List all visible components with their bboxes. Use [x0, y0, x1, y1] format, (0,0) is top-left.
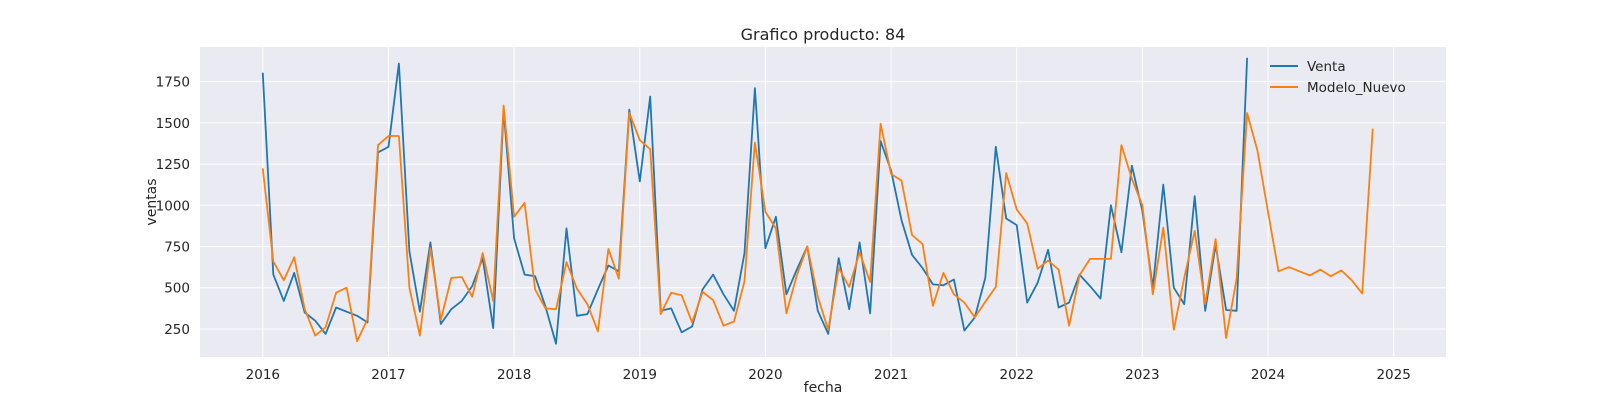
- x-tick-label: 2021: [874, 367, 908, 383]
- plot-background: [200, 47, 1446, 357]
- y-axis-label: ventas: [144, 178, 160, 225]
- x-tick-label: 2023: [1125, 367, 1159, 383]
- y-tick-label: 1500: [156, 116, 190, 132]
- x-tick-label: 2018: [497, 367, 531, 383]
- x-tick-label: 2019: [623, 367, 657, 383]
- legend: Venta Modelo_Nuevo: [1270, 59, 1406, 96]
- x-tick-label: 2016: [246, 367, 280, 383]
- series-layer: [261, 57, 1374, 345]
- y-tick-label: 1750: [156, 75, 190, 91]
- x-tick-label: 2020: [748, 367, 782, 383]
- y-tick-label: 250: [164, 322, 190, 338]
- x-gridlines: [262, 47, 1395, 357]
- x-tick-labels: 2016 2017 2018 2019 2020 2021 2022 2023 2024 2025: [246, 367, 1411, 383]
- y-tick-label: 1250: [156, 157, 190, 173]
- series-line-venta: [261, 57, 1248, 345]
- chart-title: Grafico producto: 84: [741, 25, 906, 44]
- x-tick-label: 2024: [1251, 367, 1285, 383]
- x-tick-label: 2022: [1000, 367, 1034, 383]
- x-tick-label: 2017: [371, 367, 405, 383]
- legend-label: Venta: [1307, 59, 1346, 75]
- series-line-modelo-nuevo: [261, 104, 1374, 343]
- y-tick-label: 500: [164, 281, 190, 297]
- legend-label: Modelo_Nuevo: [1307, 80, 1406, 96]
- x-tick-label: 2025: [1376, 367, 1410, 383]
- y-tick-label: 750: [164, 240, 190, 256]
- y-tick-labels: 250 500 750 1000 1250 1500 1750: [156, 75, 190, 338]
- x-axis-label: fecha: [804, 380, 843, 396]
- y-tick-label: 1000: [156, 198, 190, 214]
